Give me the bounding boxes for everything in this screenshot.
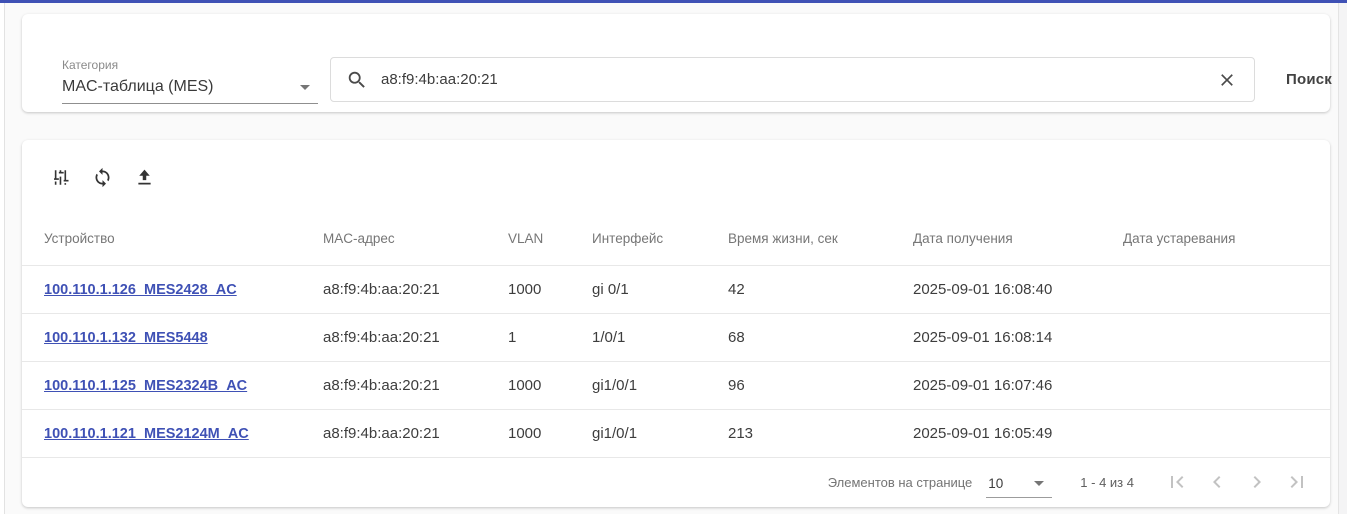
column-header-received: Дата получения — [913, 213, 1123, 266]
category-select[interactable]: Категория MAC-таблица (MES) — [62, 58, 318, 104]
search-input[interactable] — [381, 71, 1210, 88]
interface-cell: 1/0/1 — [592, 313, 728, 362]
search-panel: Категория MAC-таблица (MES) Поиск — [22, 14, 1332, 112]
received-cell: 2025-09-01 16:08:14 — [913, 313, 1123, 362]
left-edge-divider — [4, 3, 5, 514]
vlan-cell: 1000 — [508, 409, 592, 458]
chevron-down-icon — [1034, 480, 1045, 486]
column-header-vlan: VLAN — [508, 213, 592, 266]
interface-cell: gi 0/1 — [592, 265, 728, 314]
table-row: 100.110.1.126_MES2428_AC a8:f9:4b:aa:20:… — [22, 265, 1330, 314]
right-edge-divider — [1338, 3, 1339, 514]
expired-cell — [1123, 361, 1330, 410]
paginator: Элементов на странице 10 1 - 4 из 4 — [22, 457, 1330, 507]
refresh-icon[interactable] — [89, 164, 115, 190]
table-toolbar — [22, 140, 1330, 190]
device-link[interactable]: 100.110.1.121_MES2124M_AC — [44, 425, 249, 442]
mac-cell: a8:f9:4b:aa:20:21 — [323, 361, 508, 410]
ttl-cell: 213 — [728, 409, 913, 458]
search-button[interactable]: Поиск — [1268, 61, 1347, 97]
vlan-cell: 1000 — [508, 361, 592, 410]
previous-page-button[interactable] — [1200, 465, 1234, 499]
table-row: 100.110.1.125_MES2324B_AC a8:f9:4b:aa:20… — [22, 361, 1330, 410]
close-icon — [1221, 73, 1233, 86]
interface-cell: gi1/0/1 — [592, 361, 728, 410]
upload-icon[interactable] — [131, 164, 157, 190]
column-header-ttl: Время жизни, сек — [728, 213, 913, 266]
last-page-button[interactable] — [1280, 465, 1314, 499]
device-link[interactable]: 100.110.1.125_MES2324B_AC — [44, 377, 248, 394]
page-size-select[interactable]: 10 — [986, 473, 1053, 498]
category-value: MAC-таблица (MES) — [62, 78, 214, 95]
vlan-cell: 1 — [508, 313, 592, 362]
right-strip — [1339, 3, 1347, 514]
ttl-cell: 68 — [728, 313, 913, 362]
ttl-cell: 96 — [728, 361, 913, 410]
results-panel: Устройство MAC-адрес VLAN Интерфейс Врем… — [22, 140, 1330, 507]
first-page-icon — [1171, 476, 1184, 488]
received-cell: 2025-09-01 16:05:49 — [913, 409, 1123, 458]
category-label: Категория — [62, 58, 119, 72]
chevron-left-icon — [1213, 476, 1221, 488]
mac-cell: a8:f9:4b:aa:20:21 — [323, 409, 508, 458]
first-page-button[interactable] — [1160, 465, 1194, 499]
column-header-expired: Дата устаревания — [1123, 213, 1330, 266]
received-cell: 2025-09-01 16:08:40 — [913, 265, 1123, 314]
top-accent-bar — [0, 0, 1347, 3]
mac-cell: a8:f9:4b:aa:20:21 — [323, 265, 508, 314]
items-per-page-label: Элементов на странице — [827, 474, 973, 490]
chevron-down-icon — [300, 84, 310, 90]
column-header-mac: MAC-адрес — [323, 213, 508, 266]
last-page-icon — [1290, 476, 1303, 488]
mac-table: Устройство MAC-адрес VLAN Интерфейс Врем… — [22, 213, 1330, 458]
device-link[interactable]: 100.110.1.126_MES2428_AC — [44, 281, 237, 298]
vlan-cell: 1000 — [508, 265, 592, 314]
interface-cell: gi1/0/1 — [592, 409, 728, 458]
column-header-device: Устройство — [22, 213, 323, 266]
mac-cell: a8:f9:4b:aa:20:21 — [323, 313, 508, 362]
expired-cell — [1123, 265, 1330, 314]
device-link[interactable]: 100.110.1.132_MES5448 — [44, 329, 208, 346]
table-row: 100.110.1.132_MES5448 a8:f9:4b:aa:20:21 … — [22, 313, 1330, 362]
search-icon — [348, 71, 365, 88]
next-page-button[interactable] — [1240, 465, 1274, 499]
expired-cell — [1123, 409, 1330, 458]
table-row: 100.110.1.121_MES2124M_AC a8:f9:4b:aa:20… — [22, 409, 1330, 458]
paginator-range-label: 1 - 4 из 4 — [1080, 474, 1134, 490]
column-header-interface: Интерфейс — [592, 213, 728, 266]
page-size-value: 10 — [988, 475, 1004, 491]
ttl-cell: 42 — [728, 265, 913, 314]
expired-cell — [1123, 313, 1330, 362]
received-cell: 2025-09-01 16:07:46 — [913, 361, 1123, 410]
clear-search-button[interactable] — [1210, 63, 1244, 97]
search-box[interactable] — [330, 57, 1255, 102]
left-strip — [0, 3, 4, 514]
table-header-row: Устройство MAC-адрес VLAN Интерфейс Врем… — [22, 213, 1330, 266]
chevron-right-icon — [1253, 476, 1261, 488]
tune-icon[interactable] — [47, 164, 73, 190]
